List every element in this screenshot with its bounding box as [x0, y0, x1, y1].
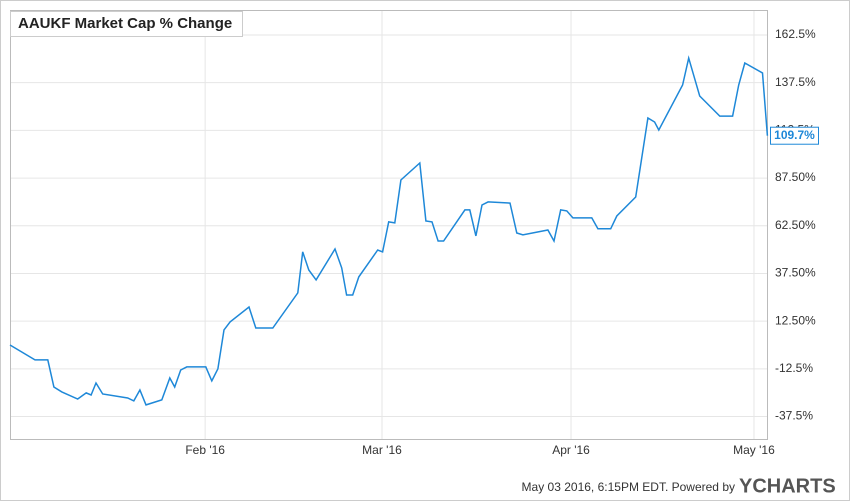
y-tick-label: 37.50%: [775, 266, 816, 280]
y-tick-label: 62.50%: [775, 218, 816, 232]
x-tick-label: Mar '16: [362, 443, 402, 457]
footer: May 03 2016, 6:15PM EDT. Powered by: [522, 480, 735, 494]
chart-title: AAUKF Market Cap % Change: [18, 15, 232, 32]
plot-area: [10, 10, 768, 440]
y-tick-label: 12.50%: [775, 313, 816, 327]
last-value-box: [770, 126, 819, 145]
y-tick-label: 162.5%: [775, 27, 816, 41]
y-tick-label: 137.5%: [775, 75, 816, 89]
x-tick-label: Apr '16: [552, 443, 590, 457]
title-box: [10, 11, 243, 37]
y-tick-label: -12.5%: [775, 361, 813, 375]
data-line: [9, 55, 769, 406]
x-tick-label: Feb '16: [185, 443, 225, 457]
y-tick-label: 87.50%: [775, 170, 816, 184]
last-value-label: 109.7%: [774, 128, 815, 142]
brand: YCHARTS: [739, 475, 836, 497]
x-tick-label: May '16: [733, 443, 775, 457]
y-tick-label: -37.5%: [775, 409, 813, 423]
